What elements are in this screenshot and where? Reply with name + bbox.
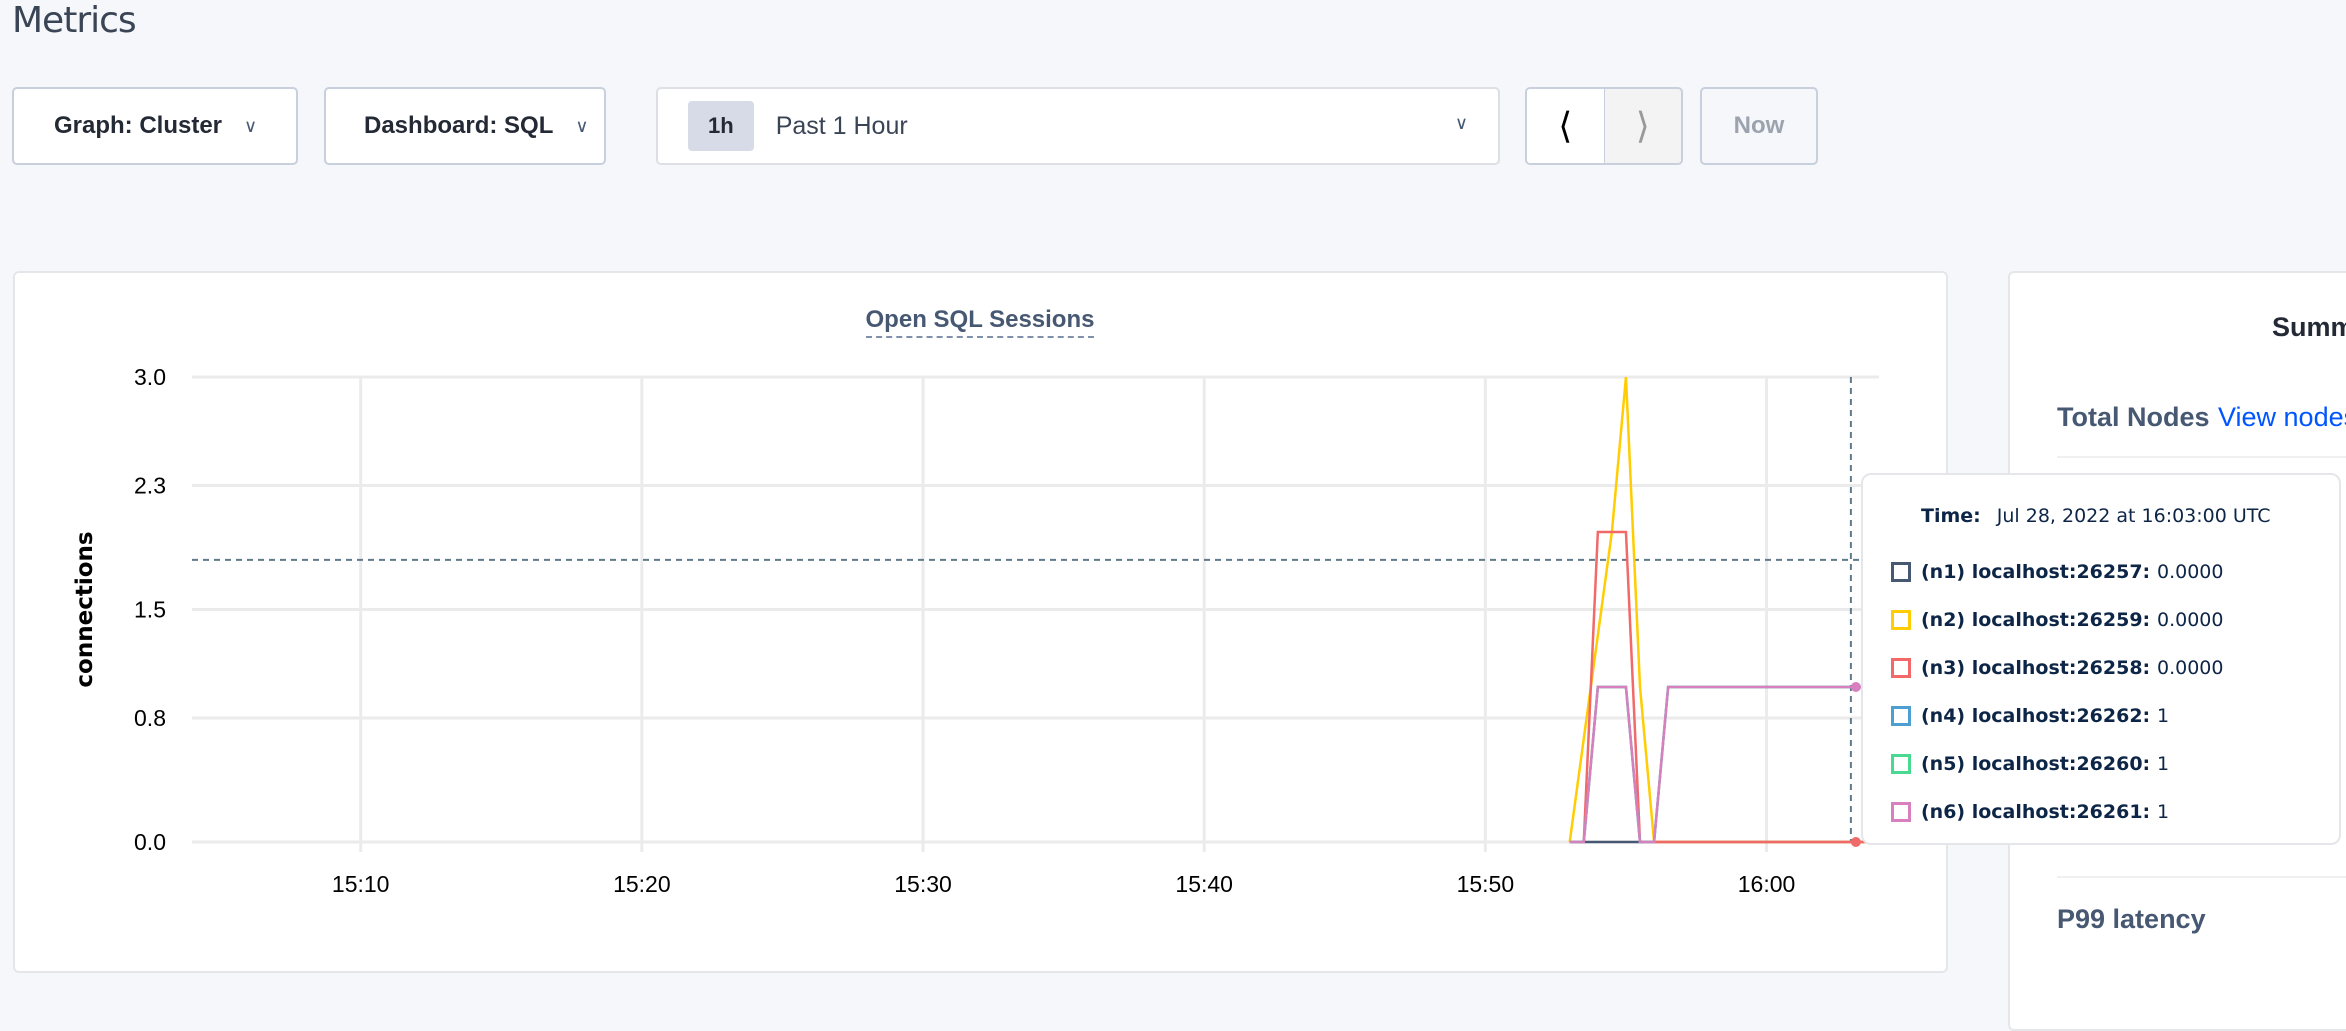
y-tick-label: 0.0 <box>134 829 166 855</box>
series-line-n5 <box>1569 685 1879 844</box>
dashboard-dropdown-label: Dashboard: SQL <box>364 112 554 139</box>
tooltip-row: (n2) localhost:26259: 0.0000 <box>1891 609 2223 631</box>
time-range-dropdown[interactable]: 1h Past 1 Hour ∨ <box>656 87 1500 165</box>
tooltip-time: Time: Jul 28, 2022 at 16:03:00 UTC <box>1921 505 2271 527</box>
tooltip-series-name: (n4) localhost:26262: <box>1921 705 2151 727</box>
time-range-label: Past 1 Hour <box>775 111 908 140</box>
chevron-left-icon: ⟨ <box>1558 105 1573 146</box>
y-tick-label: 3.0 <box>134 364 166 390</box>
tooltip-row: (n4) localhost:26262: 1 <box>1891 705 2169 727</box>
dashboard-dropdown[interactable]: Dashboard: SQL ∨ <box>324 87 606 165</box>
x-tick-label: 15:30 <box>894 871 952 897</box>
graph-dropdown-label: Graph: Cluster <box>54 112 223 139</box>
x-tick-label: 15:40 <box>1175 871 1233 897</box>
tooltip-row: (n5) localhost:26260: 1 <box>1891 753 2169 775</box>
hover-point <box>1850 837 1861 847</box>
hover-point <box>1850 682 1861 692</box>
tooltip-series-name: (n3) localhost:26258: <box>1921 657 2151 679</box>
tooltip-series-value: 0.0000 <box>2157 609 2224 631</box>
series-swatch-icon <box>1891 706 1911 726</box>
tooltip-series-value: 0.0000 <box>2157 657 2224 679</box>
open-sql-sessions-chart[interactable]: 0.0 0.8 1.5 2.3 3.0 15:10 15:20 15:30 15:40 15:50… <box>0 0 1960 978</box>
divider <box>2057 456 2346 458</box>
series-line-n4 <box>1569 685 1879 844</box>
tooltip-series-value: 1 <box>2157 705 2170 727</box>
tooltip-row: (n3) localhost:26258: 0.0000 <box>1891 657 2223 679</box>
divider <box>2057 876 2346 878</box>
tooltip-time-label: Time: <box>1921 505 1981 527</box>
series-swatch-icon <box>1891 610 1911 630</box>
tooltip-series-name: (n5) localhost:26260: <box>1921 753 2151 775</box>
page-title: Metrics <box>12 0 137 41</box>
time-range-badge: 1h <box>688 101 754 151</box>
tooltip-series-value: 1 <box>2157 801 2170 823</box>
total-nodes-label: Total Nodes <box>2057 402 2210 432</box>
chart-title[interactable]: Open SQL Sessions <box>0 306 1960 338</box>
tooltip-series-name: (n2) localhost:26259: <box>1921 609 2151 631</box>
series-swatch-icon <box>1891 802 1911 822</box>
chart-tooltip: Time: Jul 28, 2022 at 16:03:00 UTC (n1) l… <box>1861 473 2341 845</box>
time-nav-group: ⟨ ⟩ <box>1525 87 1683 165</box>
tooltip-series-name: (n6) localhost:26261: <box>1921 801 2151 823</box>
tooltip-row: (n1) localhost:26257: 0.0000 <box>1891 561 2223 583</box>
y-tick-label: 0.8 <box>134 705 166 731</box>
graph-dropdown[interactable]: Graph: Cluster ∨ <box>12 87 298 165</box>
p99-latency-label: P99 latency <box>2057 904 2206 934</box>
chevron-down-icon: ∨ <box>575 115 589 136</box>
next-time-button[interactable]: ⟩ <box>1604 89 1681 163</box>
chevron-right-icon: ⟩ <box>1635 105 1650 146</box>
tooltip-series-value: 1 <box>2157 753 2170 775</box>
tooltip-time-value: Jul 28, 2022 at 16:03:00 UTC <box>1996 505 2271 527</box>
tooltip-series-name: (n1) localhost:26257: <box>1921 561 2151 583</box>
summary-title: Summ <box>2272 312 2346 342</box>
chevron-down-icon: ∨ <box>244 115 258 136</box>
series-line-n6 <box>1569 685 1879 844</box>
x-tick-label: 15:20 <box>613 871 671 897</box>
series-swatch-icon <box>1891 754 1911 774</box>
tooltip-series-value: 0.0000 <box>2157 561 2224 583</box>
series-swatch-icon <box>1891 562 1911 582</box>
y-axis-label: connections <box>72 531 98 687</box>
view-nodes-link[interactable]: View nodes <box>2218 402 2346 432</box>
y-tick-label: 2.3 <box>134 473 166 499</box>
series-swatch-icon <box>1891 658 1911 678</box>
x-tick-label: 15:10 <box>332 871 390 897</box>
now-button[interactable]: Now <box>1700 87 1818 165</box>
y-tick-label: 1.5 <box>134 597 166 623</box>
previous-time-button[interactable]: ⟨ <box>1527 89 1605 163</box>
chevron-down-icon: ∨ <box>1454 113 1468 133</box>
tooltip-row: (n6) localhost:26261: 1 <box>1891 801 2169 823</box>
chart-title-text[interactable]: Open SQL Sessions <box>865 306 1095 338</box>
x-tick-label: 16:00 <box>1738 871 1796 897</box>
x-tick-label: 15:50 <box>1457 871 1515 897</box>
